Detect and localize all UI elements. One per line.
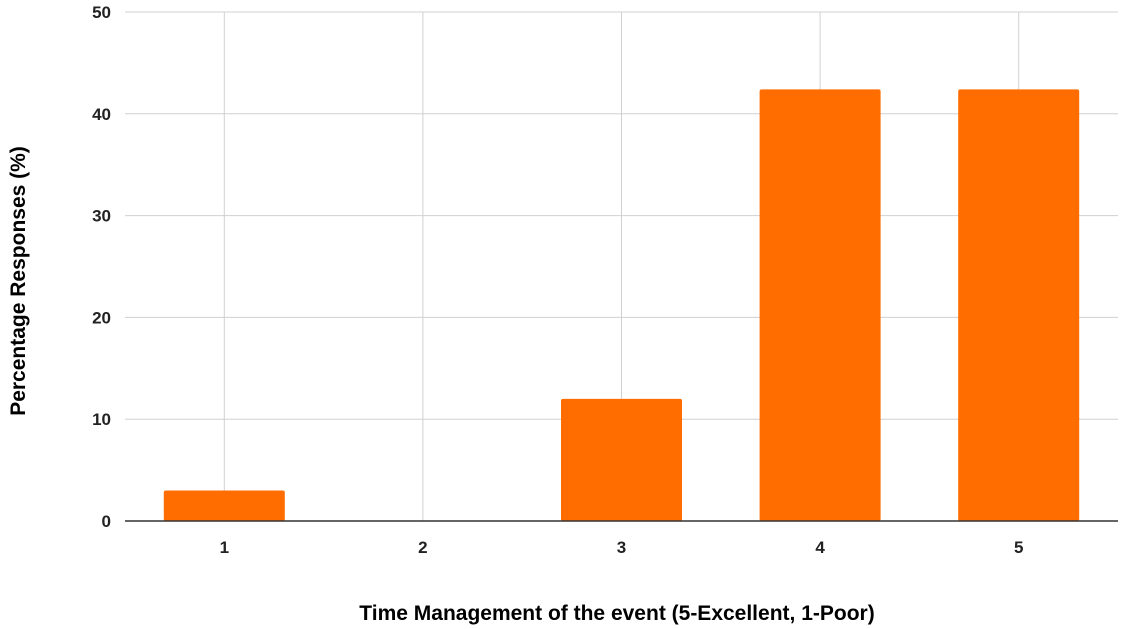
y-tick-label: 10 [92,410,111,429]
y-axis-title: Percentage Responses (%) [7,146,30,416]
x-tick-label: 3 [617,538,626,557]
x-tick-label: 1 [220,538,229,557]
x-tick-label: 5 [1014,538,1023,557]
tick-labels: 0 10 20 30 40 50 1 2 3 4 5 [92,3,1023,557]
bar-3 [561,398,682,521]
y-tick-label: 30 [92,207,111,226]
bar-1 [163,490,285,521]
bar-4 [759,89,881,522]
y-tick-label: 0 [102,512,111,531]
x-tick-label: 4 [815,538,825,557]
bars [163,89,1080,522]
y-tick-label: 40 [92,105,111,124]
y-tick-label: 50 [92,3,111,22]
y-tick-label: 20 [92,308,111,327]
x-axis-title: Time Management of the event (5-Excellen… [359,602,874,625]
bar-5 [958,89,1080,522]
x-tick-label: 2 [418,538,427,557]
